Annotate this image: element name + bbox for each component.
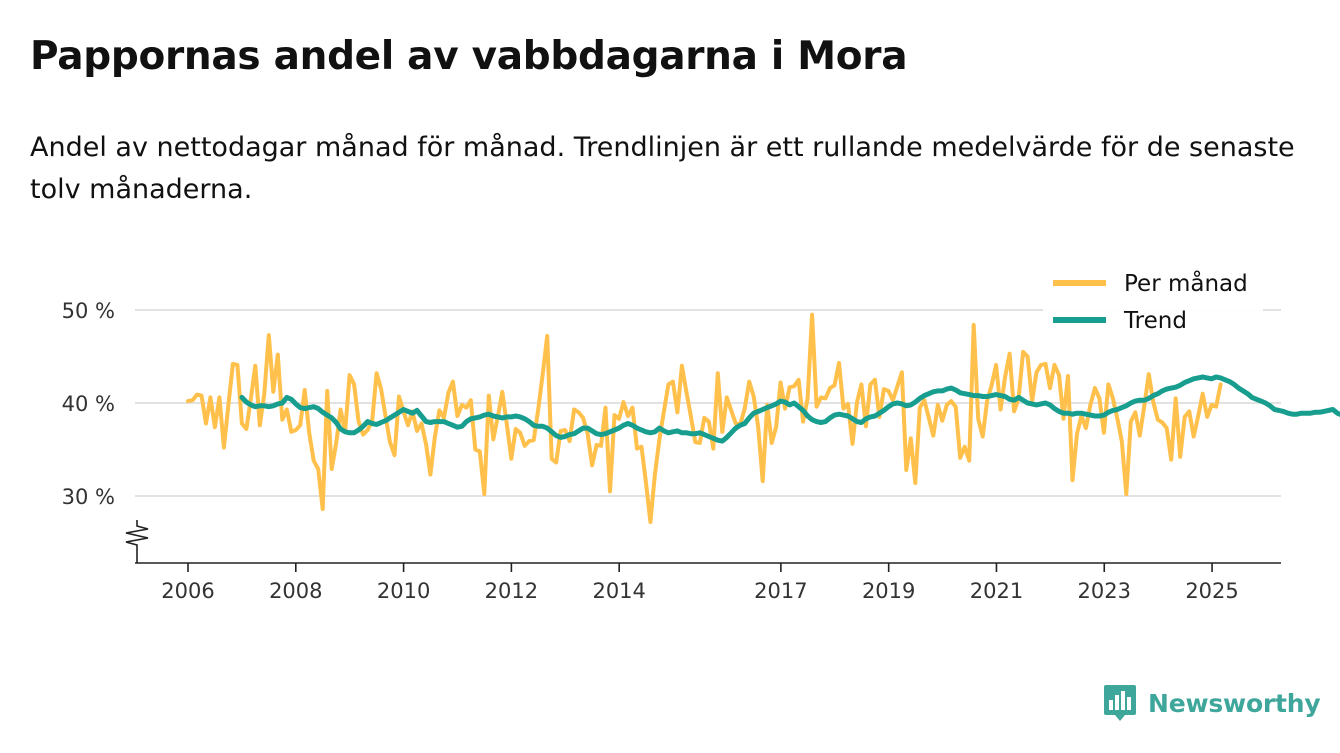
legend-background bbox=[1043, 262, 1263, 344]
x-tick-label: 2010 bbox=[377, 579, 430, 603]
x-tick-label: 2012 bbox=[485, 579, 538, 603]
x-tick-label: 2014 bbox=[592, 579, 645, 603]
x-tick-label: 2019 bbox=[862, 579, 915, 603]
y-axis-tick-labels: 30 % 40 % 50 % bbox=[62, 299, 115, 509]
y-tick-label: 30 % bbox=[62, 485, 115, 509]
x-tick-label: 2017 bbox=[754, 579, 807, 603]
brand-name: Newsworthy bbox=[1148, 688, 1321, 718]
x-tick-label: 2023 bbox=[1078, 579, 1131, 603]
series-layer bbox=[186, 312, 1340, 524]
newsworthy-logo-icon bbox=[1104, 685, 1136, 721]
y-tick-label: 40 % bbox=[62, 392, 115, 416]
y-axis-break-icon bbox=[125, 520, 149, 563]
x-tick-label: 2006 bbox=[161, 579, 214, 603]
x-tick-label: 2021 bbox=[970, 579, 1023, 603]
x-tick-label: 2008 bbox=[269, 579, 322, 603]
chart-subtitle: Andel av nettodagar månad för månad. Tre… bbox=[30, 132, 1295, 205]
series-line-trend bbox=[239, 374, 1340, 444]
legend-label-per-manad: Per månad bbox=[1124, 269, 1248, 297]
x-tick-label: 2025 bbox=[1185, 579, 1238, 603]
legend: Per månad Trend bbox=[1043, 262, 1263, 344]
chart-title: Pappornas andel av vabbdagarna i Mora bbox=[30, 34, 908, 79]
y-tick-label: 50 % bbox=[62, 299, 115, 323]
x-axis-ticks: 2006 2008 2010 2012 2014 2017 2019 2021 2023 2025 bbox=[161, 563, 1239, 603]
newsworthy-brand: Newsworthy bbox=[1103, 683, 1321, 723]
series-line-per-manad bbox=[186, 312, 1223, 524]
legend-label-trend: Trend bbox=[1123, 308, 1187, 334]
